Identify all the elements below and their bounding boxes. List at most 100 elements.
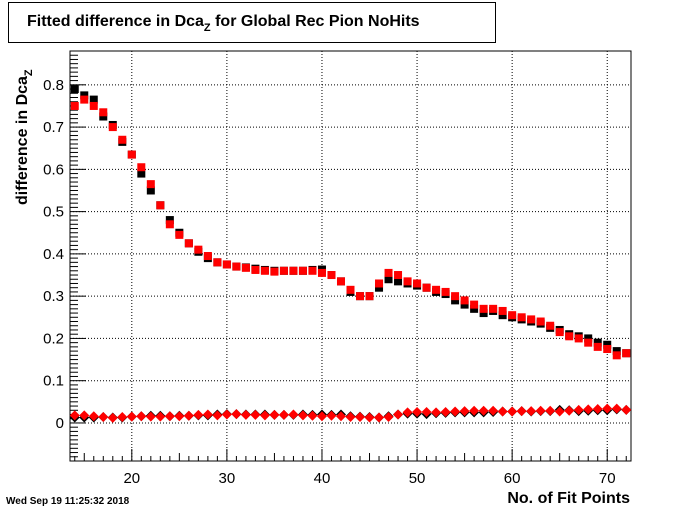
data-point-diamond: [611, 403, 622, 414]
data-point-diamond: [79, 410, 90, 421]
data-point-diamond: [136, 411, 147, 422]
x-tick-label: 30: [219, 470, 236, 487]
y-tick-label: 0.8: [43, 77, 64, 94]
data-point-square: [593, 342, 602, 351]
data-point-diamond: [507, 406, 518, 417]
plot-frame: [69, 50, 632, 462]
data-point-diamond: [307, 410, 318, 421]
data-point-diamond: [326, 410, 337, 421]
y-tick-label: 0.2: [43, 330, 64, 347]
x-tick-label: 50: [409, 470, 426, 487]
data-point-diamond: [345, 412, 356, 423]
data-point-square: [336, 277, 345, 286]
y-tick-label: 0.1: [43, 373, 64, 390]
data-point-square: [498, 311, 507, 320]
data-point-square: [479, 309, 488, 318]
data-point-square: [536, 317, 545, 326]
data-point-diamond: [374, 412, 385, 423]
x-tick-label: 20: [123, 470, 140, 487]
data-point-diamond: [412, 406, 423, 417]
data-point-diamond: [431, 407, 442, 418]
data-point-square: [165, 220, 174, 229]
y-tick-label: 0.6: [43, 161, 64, 178]
data-point-diamond: [393, 409, 404, 420]
data-point-square: [489, 304, 498, 313]
data-point-square: [498, 306, 507, 315]
data-point-square: [89, 101, 98, 110]
y-tick-labels: 0 0.1 0.2 0.3 0.4 0.5 0.6 0.7 0.8: [43, 77, 64, 432]
data-point-square: [394, 277, 403, 286]
data-point-square: [384, 275, 393, 284]
data-point-diamond: [126, 411, 137, 422]
data-point-diamond: [69, 410, 80, 421]
data-point-square: [470, 304, 479, 313]
timestamp: Wed Sep 19 11:25:32 2018: [6, 496, 130, 507]
data-point-square: [441, 287, 450, 296]
data-marks: [69, 85, 632, 423]
data-point-square: [203, 252, 212, 260]
data-point-square: [70, 101, 79, 110]
axis-ticks: [70, 54, 627, 461]
data-point-diamond: [526, 406, 537, 417]
data-point-square: [156, 201, 165, 210]
data-point-square: [165, 216, 174, 225]
data-point-square: [80, 91, 89, 100]
data-point-square: [99, 112, 108, 121]
chart-title: Fitted difference in DcaZ for Global Rec…: [27, 13, 420, 34]
y-tick-label: 0.3: [43, 288, 64, 305]
data-point-square: [356, 292, 365, 301]
y-axis-label-subscript: Z: [23, 69, 35, 77]
data-point-square: [603, 340, 612, 349]
data-point-square: [612, 351, 621, 360]
data-point-diamond: [259, 410, 270, 421]
data-point-square: [346, 285, 355, 294]
data-point-diamond: [421, 406, 432, 417]
data-point-diamond: [383, 412, 394, 423]
data-point-square: [80, 95, 89, 104]
y-tick-label: 0.7: [43, 119, 64, 136]
data-point-square: [327, 271, 336, 280]
data-point-square: [413, 279, 422, 288]
data-point-square: [232, 262, 241, 271]
data-point-square: [108, 123, 117, 132]
x-tick-label: 40: [314, 470, 331, 487]
data-point-square: [603, 344, 612, 353]
data-point-square: [470, 300, 479, 309]
data-point-square: [175, 230, 184, 239]
data-point-diamond: [164, 411, 175, 422]
data-point-diamond: [564, 405, 575, 416]
data-point-square: [432, 285, 441, 294]
data-point-square: [194, 245, 203, 254]
data-point-diamond: [88, 411, 99, 422]
x-tick-labels: 20 30 40 50 60 70: [123, 470, 615, 487]
data-point-diamond: [278, 409, 289, 420]
x-axis-label: No. of Fit Points: [507, 490, 630, 507]
data-point-diamond: [183, 410, 194, 421]
data-point-square: [279, 266, 288, 275]
y-tick-label: 0.4: [43, 246, 64, 263]
data-point-square: [70, 85, 79, 94]
data-point-diamond: [193, 409, 204, 420]
data-point-square: [317, 268, 326, 277]
data-point-diamond: [221, 409, 232, 420]
title-main: Fitted difference in Dca: [27, 13, 204, 30]
title-rest: for Global Rec Pion NoHits: [210, 13, 420, 30]
data-point-diamond: [516, 406, 527, 417]
data-point-square: [451, 296, 460, 305]
data-point-diamond: [269, 409, 280, 420]
data-point-square: [184, 239, 193, 248]
y-tick-label: 0.5: [43, 204, 64, 221]
data-point-square: [375, 279, 384, 288]
data-point-diamond: [297, 410, 308, 421]
data-point-square: [384, 268, 393, 277]
data-point-diamond: [573, 404, 584, 415]
data-point-diamond: [478, 405, 489, 416]
data-point-square: [508, 311, 517, 320]
data-point-diamond: [212, 410, 223, 421]
data-point-diamond: [145, 411, 156, 422]
data-point-square: [146, 186, 155, 195]
data-point-square: [118, 135, 127, 144]
data-point-diamond: [602, 403, 613, 414]
data-point-square: [137, 169, 146, 178]
grid-lines: [70, 51, 631, 461]
